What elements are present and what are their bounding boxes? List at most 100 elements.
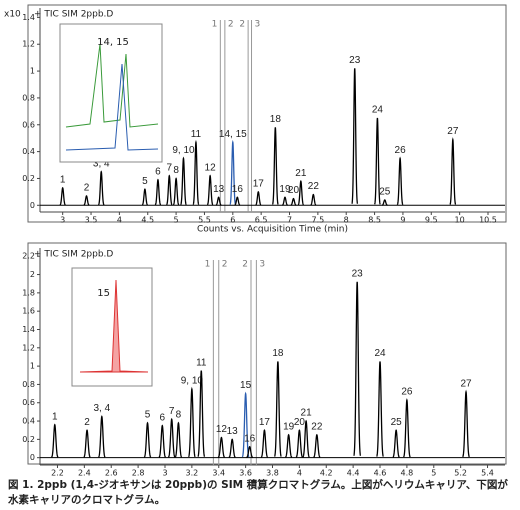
caption: 図 1. 2ppb (1,4-ジオキサンは 20ppb)の SIM 積算クロマト… [8,479,508,506]
x-tick-label: 10 [455,216,465,225]
peak [167,417,176,458]
x-tick-label: 9 [400,216,405,225]
peak [282,196,288,206]
peak-label: 8 [176,410,182,421]
peak [174,421,183,458]
peak [97,170,105,206]
peak-label: 26 [401,387,413,398]
peak [83,195,90,206]
y-tick-label: 2 [30,270,35,279]
y-tick-label: 1.4 [22,13,35,22]
inset-trace [79,279,149,373]
peak-label: 19 [283,421,295,432]
x-tick-label: 3.4 [212,469,225,477]
peak [274,361,282,457]
peak-label: 15 [240,380,252,391]
y-tick-label: 0.4 [22,417,35,426]
peak [59,186,66,206]
x-tick-label: 2.4 [78,469,91,477]
peak-label: 11 [191,129,202,140]
peak-label: 22 [311,421,323,432]
peak [462,389,470,458]
x-tick-label: 4.8 [401,469,414,477]
peak-label: 25 [379,187,391,198]
x-tick-label: 5 [174,216,179,225]
peak-label: 12 [216,424,228,435]
peak-label: 12 [205,162,217,173]
peak-label: 9, 10 [172,145,195,156]
peak [197,370,206,457]
peak [396,156,404,206]
peak [141,188,148,206]
peak-label: 18 [272,348,284,359]
peak-label: 21 [301,408,313,419]
peak [255,191,262,206]
x-tick-label: 2.2 [51,469,64,477]
peak [246,445,254,459]
x-tick-label: 6.5 [255,216,268,225]
peak [313,433,321,458]
peak-label: 20 [288,185,300,196]
y-tick-label: 0.2 [22,174,35,183]
peak [353,281,362,456]
peak [180,156,187,206]
region-label: 2 [242,260,248,270]
peak-label: 1 [60,174,66,185]
y-tick-label: 1 [30,362,35,371]
peak-label: 2 [84,183,90,194]
y-tick-label: 0 [30,453,35,462]
peak-label: 23 [352,269,364,280]
x-tick-label: 6 [230,216,235,225]
y-tick-label: 0 [30,201,35,210]
peak [241,391,250,458]
x-tick-label: 5.5 [198,216,211,225]
peak [188,386,196,458]
peak [229,139,237,205]
y-tick-label: 1.8 [22,288,35,297]
figure: + TIC SIM 2ppb.D x10 0 0.2 0.4 0.6 0.8 1 1.2 1.4 3… [4,4,507,477]
peak [192,139,200,205]
peak [234,196,241,206]
x-tick-label: 2.8 [132,469,145,477]
peak-label: 11 [196,357,207,368]
y-multiplier: x10 [4,10,21,20]
x-tick-label: 4 [297,469,302,477]
peak [351,68,359,204]
peak [290,197,297,206]
peak [403,398,411,458]
y-tick-label: 0.6 [22,398,35,407]
peak-label: 3, 4 [93,403,110,414]
peak-label: 21 [295,168,307,179]
x-tick-label: 10.5 [479,216,497,225]
inset-trace [65,63,159,151]
y-tick-label: 1.6 [22,307,35,316]
peak-label: 6 [155,166,161,177]
peak [154,178,162,206]
peak-label: 2 [84,417,90,428]
peak-label: 26 [395,145,407,156]
peak [295,429,304,458]
peak [172,177,180,206]
y-tick-label: 1.4 [22,325,35,334]
x-tick-label: 3.8 [266,469,279,477]
x-tick-label: 8 [344,216,349,225]
peak [381,199,388,206]
y-tick-label: 2.2 [22,252,35,261]
x-tick-label: 3.2 [185,469,198,477]
peak-label: 19 [279,184,291,195]
peak [302,419,310,458]
x-tick-label: 4.6 [374,469,387,477]
inset-trace [65,43,159,128]
x-tick-label: 5.4 [481,469,494,477]
peak [310,193,317,206]
peak-label: 23 [349,55,361,66]
y-tick-label: 0.8 [22,93,35,102]
peak-label: 25 [391,417,403,428]
y-tick-label: 0.4 [22,147,35,156]
x-tick-label: 3 [162,469,167,477]
peak-label: 5 [142,176,148,187]
region-label: 2 [222,260,228,270]
region-label: 2 [239,20,245,30]
peak-label: 5 [145,410,151,421]
peak [98,415,106,458]
